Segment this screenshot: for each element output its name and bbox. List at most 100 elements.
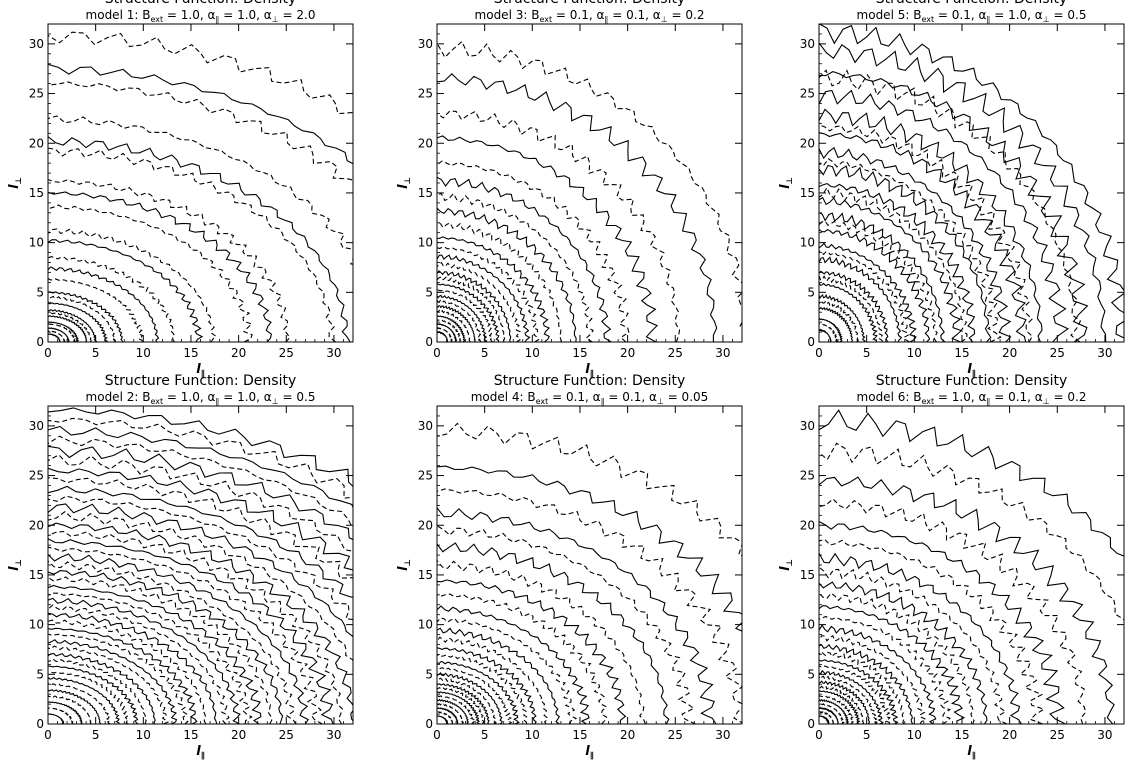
y-tick-label: 30	[418, 37, 433, 51]
contour-group	[819, 409, 1124, 724]
contour-line-solid	[437, 579, 627, 724]
contour-line-dashed	[437, 276, 506, 342]
contour-line-dashed	[819, 250, 910, 342]
y-tick-label: 20	[29, 518, 44, 532]
x-tick-label: 0	[44, 728, 52, 742]
subtitle-subscript: ext	[539, 15, 552, 24]
x-tick-label: 20	[620, 728, 635, 742]
contour-line-dashed	[437, 160, 630, 342]
x-tick-label: 15	[954, 346, 969, 360]
contour-line-solid	[819, 182, 976, 342]
y-tick-label: 25	[29, 469, 44, 483]
contour-line-dashed	[819, 695, 854, 724]
contour-group	[48, 31, 353, 342]
panel-title: Structure Function: Density	[494, 0, 686, 7]
contour-line-dashed	[819, 711, 835, 724]
contour-group	[819, 24, 1124, 342]
contour-group	[437, 422, 742, 724]
subtitle-subscript: ⊥	[657, 397, 664, 406]
subtitle-text: model 4: B	[471, 390, 536, 404]
contour-line-solid	[819, 270, 889, 342]
contour-line-dashed	[819, 538, 1046, 724]
x-axis-label-subscript: ∥	[590, 751, 594, 760]
subtitle-text: = 0.1, α	[990, 390, 1042, 404]
y-tick-label: 15	[418, 186, 433, 200]
subtitle-text: = 2.0	[279, 8, 316, 22]
y-tick-label: 5	[425, 667, 433, 681]
y-axis-label: l⊥	[778, 177, 794, 189]
contour-line-dashed	[48, 454, 353, 552]
contour-line-solid	[48, 639, 178, 724]
contour-line-solid	[437, 73, 718, 342]
x-tick-label: 15	[572, 346, 587, 360]
contour-line-solid	[437, 322, 458, 342]
contour-group	[48, 407, 353, 724]
contour-line-dashed	[437, 677, 497, 724]
contour-line-solid	[819, 89, 1070, 342]
contour-line-solid	[819, 70, 1089, 342]
contour-line-dashed	[48, 619, 207, 724]
x-axis-label-subscript: ∥	[201, 369, 205, 378]
contour-line-solid	[819, 605, 966, 724]
contour-line-dashed	[437, 309, 471, 342]
y-axis-label-subscript: ⊥	[14, 177, 23, 184]
x-axis-label-subscript: ∥	[972, 369, 976, 378]
contour-line-solid	[48, 676, 120, 724]
contour-line-solid	[48, 302, 108, 342]
contour-line-dashed	[48, 312, 92, 342]
subtitle-text: = 0.5	[1050, 8, 1087, 22]
y-tick-label: 20	[29, 136, 44, 150]
x-axis-label-subscript: ∥	[590, 369, 594, 378]
subtitle-text: model 6: B	[857, 390, 922, 404]
subtitle-subscript: ⊥	[1043, 397, 1050, 406]
y-axis-label-subscript: ⊥	[403, 559, 412, 566]
contour-line-dashed	[48, 682, 111, 724]
subtitle-text: = 1.0, α	[163, 390, 215, 404]
contour-line-dashed	[48, 295, 117, 342]
subtitle-text: = 1.0, α	[990, 8, 1042, 22]
contour-line-dashed	[48, 604, 230, 724]
contour-line-dashed	[437, 687, 485, 724]
contour-line-solid	[48, 538, 334, 724]
y-tick-label: 5	[807, 285, 815, 299]
contour-line-dashed	[437, 654, 528, 724]
x-axis-label-text: l	[585, 744, 590, 759]
y-tick-label: 20	[800, 518, 815, 532]
contour-line-solid	[437, 691, 480, 724]
contour-line-dashed	[819, 702, 845, 724]
x-tick-label: 10	[525, 728, 540, 742]
y-tick-label: 20	[418, 136, 433, 150]
x-axis-label: l∥	[967, 362, 975, 378]
panel-subtitle: model 2: Bext = 1.0, α∥ = 1.0, α⊥ = 0.5	[86, 390, 316, 406]
contour-line-solid	[437, 698, 469, 724]
contour-line-dashed	[437, 246, 540, 342]
contour-line-dashed	[48, 477, 353, 579]
contour-line-dashed	[819, 124, 1033, 342]
y-axis-label: l⊥	[7, 177, 23, 189]
contour-line-solid	[819, 476, 1115, 724]
subtitle-text: = 1.0, α	[163, 8, 215, 22]
contour-line-dashed	[48, 592, 253, 724]
x-tick-label: 5	[863, 346, 871, 360]
contour-line-solid	[819, 282, 878, 342]
contour-line-dashed	[819, 685, 865, 724]
contour-line-dashed	[437, 560, 646, 724]
y-tick-label: 15	[800, 568, 815, 582]
contour-line-solid	[819, 132, 1027, 342]
contour-line-dashed	[48, 633, 189, 724]
y-axis-label-text: l	[778, 566, 793, 571]
contour-line-dashed	[819, 592, 975, 724]
x-tick-label: 5	[863, 728, 871, 742]
y-tick-label: 25	[29, 87, 44, 101]
subtitle-text: = 0.05	[664, 390, 708, 404]
contour-line-dashed	[437, 110, 681, 342]
y-tick-label: 0	[36, 717, 44, 731]
contour-line-dashed	[437, 711, 454, 724]
x-tick-label: 30	[715, 728, 730, 742]
x-tick-label: 5	[92, 346, 100, 360]
x-tick-label: 20	[231, 728, 246, 742]
contour-line-solid	[48, 327, 70, 342]
contour-line-dashed	[819, 442, 1124, 635]
contour-line-solid	[48, 612, 218, 724]
contour-line-dashed	[819, 158, 1002, 342]
